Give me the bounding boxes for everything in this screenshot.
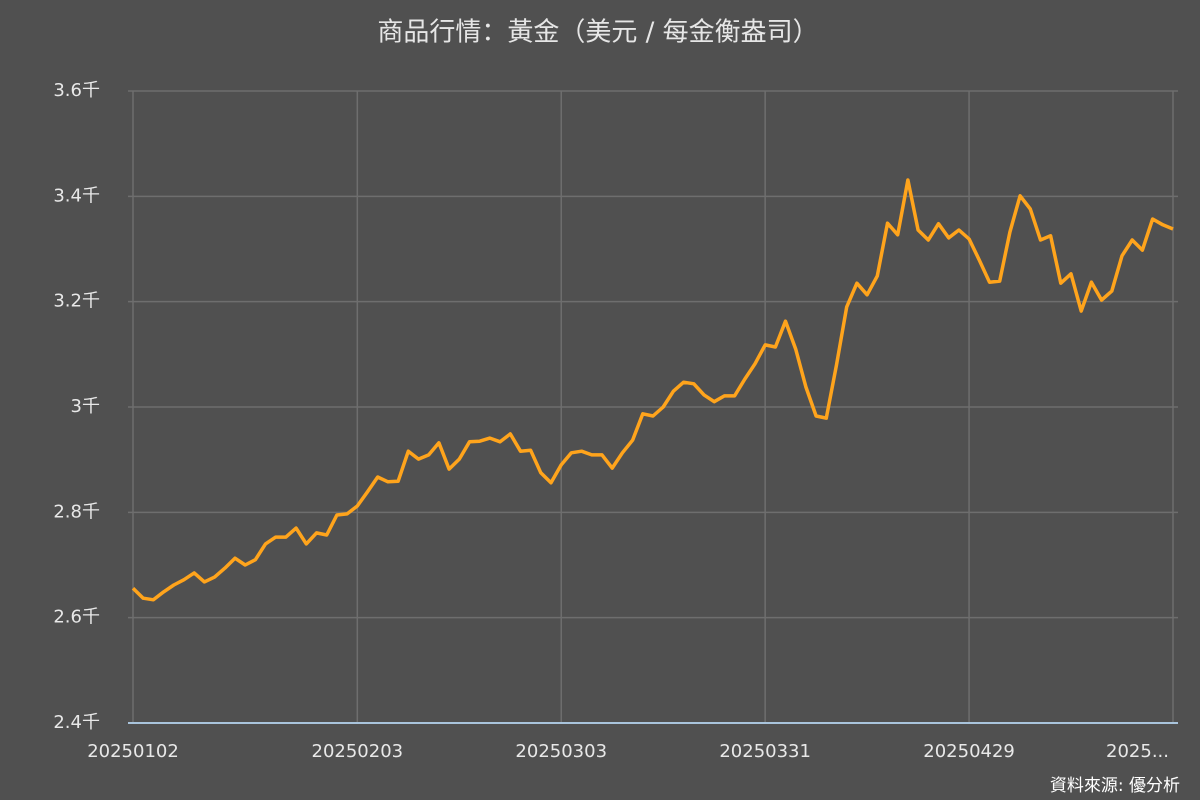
y-tick-label: 3.4千 <box>53 185 100 206</box>
x-tick-label: 20250331 <box>719 741 811 762</box>
x-tick-label: 20250303 <box>515 741 607 762</box>
line-series <box>131 178 1174 602</box>
x-tick-label: 20250429 <box>923 741 1015 762</box>
y-tick-label: 3.2千 <box>53 291 100 312</box>
source-note: 資料來源: 優分析 <box>1050 776 1180 796</box>
y-tick-label: 2.4千 <box>53 712 100 733</box>
y-tick-label: 2.8千 <box>53 501 100 522</box>
y-tick-label: 3千 <box>71 396 100 417</box>
y-tick-label: 3.6千 <box>53 80 100 101</box>
chart-title: 商品行情：黃金（美元 / 每金衡盎司） <box>377 18 818 48</box>
y-tick-label: 2.6千 <box>53 607 100 628</box>
x-tick-label: 20250102 <box>87 741 179 762</box>
x-tick-label: 2025... <box>1106 741 1169 762</box>
x-tick-label: 20250203 <box>312 741 404 762</box>
